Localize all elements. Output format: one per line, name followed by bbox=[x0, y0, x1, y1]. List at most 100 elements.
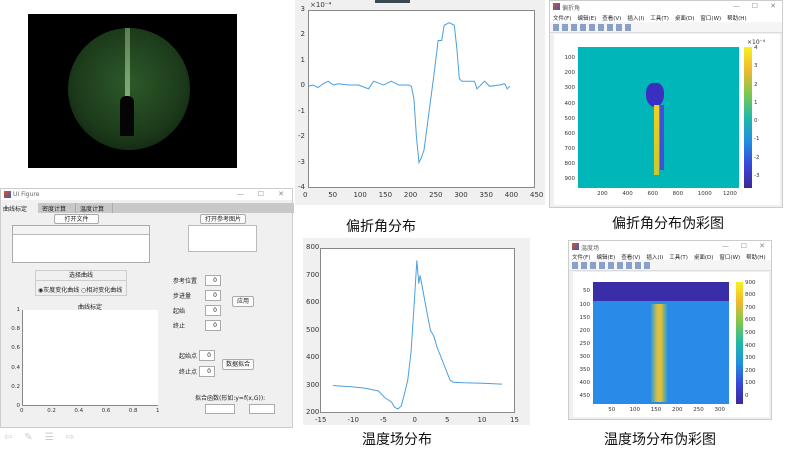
title-bar: 偏折角 — ☐ ✕ bbox=[550, 1, 782, 12]
step-field[interactable]: 0 bbox=[205, 290, 221, 301]
link-icon[interactable] bbox=[608, 262, 614, 269]
y-tick-label: 500 bbox=[306, 325, 320, 334]
menu-help[interactable]: 帮助(H) bbox=[746, 255, 766, 261]
menu-view[interactable]: 查看(V) bbox=[602, 16, 622, 22]
menu-edit[interactable]: 编辑(E) bbox=[577, 16, 597, 22]
minimize-button[interactable]: — bbox=[722, 242, 729, 250]
fit-function-input-2[interactable] bbox=[249, 404, 275, 414]
fit-start-label: 起始点 bbox=[179, 353, 198, 360]
end-field[interactable]: 0 bbox=[205, 320, 221, 331]
colorbar-tick-label: 700 bbox=[745, 304, 756, 311]
menu-view[interactable]: 查看(V) bbox=[621, 255, 641, 261]
maximize-button[interactable]: ☐ bbox=[740, 242, 747, 250]
x-tick-label: -15 bbox=[315, 416, 327, 424]
window-title: UI Figure bbox=[13, 191, 40, 198]
open-icon[interactable] bbox=[581, 262, 587, 269]
schlieren-photo bbox=[28, 14, 237, 168]
colorbar-icon[interactable] bbox=[617, 262, 623, 269]
menu-desktop[interactable]: 桌面(D) bbox=[674, 16, 695, 22]
colorbar-tick-label: 300 bbox=[745, 355, 756, 362]
open-file-button[interactable]: 打开文件 bbox=[54, 214, 99, 224]
start-field[interactable]: 0 bbox=[205, 305, 221, 316]
series-line bbox=[307, 22, 511, 165]
file-listbox[interactable] bbox=[12, 225, 150, 263]
toolbar bbox=[569, 260, 771, 271]
yellow-streak bbox=[654, 105, 659, 175]
apply-button[interactable]: 应用 bbox=[232, 296, 254, 307]
menu-tools[interactable]: 工具(T) bbox=[650, 16, 669, 22]
start-label: 起始 bbox=[173, 308, 186, 315]
menu-edit[interactable]: 编辑(E) bbox=[596, 255, 616, 261]
x-tick-label: 200 bbox=[597, 191, 608, 197]
fit-end-field[interactable]: 0 bbox=[199, 366, 215, 377]
reference-position-field[interactable]: 0 bbox=[205, 275, 221, 286]
save-icon[interactable] bbox=[590, 262, 596, 269]
matlab-icon bbox=[4, 191, 11, 198]
link-icon[interactable] bbox=[589, 24, 595, 31]
open-reference-image-button[interactable]: 打开参考图片 bbox=[200, 214, 246, 224]
x-tick-label: 250 bbox=[693, 407, 704, 413]
y-tick-label: 1 bbox=[16, 307, 21, 313]
maximize-button[interactable]: ☐ bbox=[257, 190, 264, 198]
fit-function-input-1[interactable] bbox=[205, 404, 235, 414]
back-arrow-icon[interactable]: ⇦ bbox=[4, 432, 13, 443]
radio-grayscale[interactable]: ◉灰度变化曲线 bbox=[38, 287, 80, 294]
menu-tools[interactable]: 工具(T) bbox=[669, 255, 688, 261]
colorbar-tick-label: -2 bbox=[754, 154, 760, 161]
save-icon[interactable] bbox=[571, 24, 577, 31]
legend-icon[interactable] bbox=[607, 24, 613, 31]
temperature-axes bbox=[320, 248, 515, 413]
hot-column bbox=[651, 304, 667, 402]
close-button[interactable]: ✕ bbox=[278, 190, 284, 198]
close-button[interactable]: ✕ bbox=[759, 242, 765, 250]
tab-temperature[interactable]: 温度计算 bbox=[76, 203, 113, 213]
y-tick-label: 100 bbox=[579, 301, 591, 308]
pointer-icon[interactable] bbox=[635, 262, 641, 269]
panel-icon[interactable] bbox=[625, 24, 631, 31]
menu-help[interactable]: 帮助(H) bbox=[727, 16, 747, 22]
colorbar-tick-label: 100 bbox=[745, 380, 756, 387]
menu-file[interactable]: 文件(F) bbox=[553, 16, 572, 22]
minimize-button[interactable]: — bbox=[733, 2, 740, 10]
ui-figure-window: UI Figure — ☐ ✕ 曲线标定 密度计算 温度计算 打开文件 打开参考图片… bbox=[0, 188, 294, 428]
colorbar-tick-label: 3 bbox=[754, 63, 758, 70]
new-icon[interactable] bbox=[572, 262, 578, 269]
y-tick-label: 700 bbox=[306, 270, 320, 279]
forward-arrow-icon[interactable]: ⇨ bbox=[65, 432, 75, 443]
print-icon[interactable] bbox=[599, 262, 605, 269]
close-button[interactable]: ✕ bbox=[770, 2, 776, 10]
menu-window[interactable]: 窗口(W) bbox=[700, 16, 722, 22]
tab-density[interactable]: 密度计算 bbox=[38, 203, 76, 213]
tab-curve-calibration[interactable]: 曲线标定 bbox=[1, 203, 38, 213]
menu-desktop[interactable]: 桌面(D) bbox=[693, 255, 714, 261]
radio-relative[interactable]: ○相对变化曲线 bbox=[81, 287, 123, 294]
fit-start-field[interactable]: 0 bbox=[199, 350, 215, 361]
open-icon[interactable] bbox=[562, 24, 568, 31]
y-tick-label: 50 bbox=[583, 288, 590, 295]
legend-icon[interactable] bbox=[626, 262, 632, 269]
y-tick-label: 100 bbox=[564, 55, 576, 62]
print-icon[interactable] bbox=[580, 24, 586, 31]
menu-window[interactable]: 窗口(W) bbox=[719, 255, 741, 261]
minimize-button[interactable]: — bbox=[237, 190, 244, 198]
pointer-icon[interactable] bbox=[616, 24, 622, 31]
colorbar-icon[interactable] bbox=[598, 24, 604, 31]
x-tick-label: 1000 bbox=[697, 191, 712, 197]
y-tick-label: -3 bbox=[298, 157, 305, 166]
end-label: 终止 bbox=[173, 323, 186, 330]
x-tick-label: 300 bbox=[714, 407, 726, 413]
menu-insert[interactable]: 插入(I) bbox=[646, 255, 664, 261]
new-icon[interactable] bbox=[553, 24, 559, 31]
maximize-button[interactable]: ☐ bbox=[751, 2, 758, 10]
data-fit-button[interactable]: 数据拟合 bbox=[222, 359, 254, 370]
panel-icon[interactable] bbox=[644, 262, 650, 269]
pencil-icon[interactable]: ✎ bbox=[24, 432, 33, 443]
menu-file[interactable]: 文件(F) bbox=[572, 255, 591, 261]
y-tick-label: 2 bbox=[300, 30, 305, 39]
x-tick-label: 15 bbox=[510, 416, 519, 424]
x-tick-label: 200 bbox=[403, 191, 418, 199]
colorbar-tick-label: 0 bbox=[745, 392, 749, 399]
colorbar-tick-label: 400 bbox=[745, 342, 756, 349]
menu-insert[interactable]: 插入(I) bbox=[627, 16, 645, 22]
list-icon[interactable]: ☰ bbox=[44, 432, 54, 443]
